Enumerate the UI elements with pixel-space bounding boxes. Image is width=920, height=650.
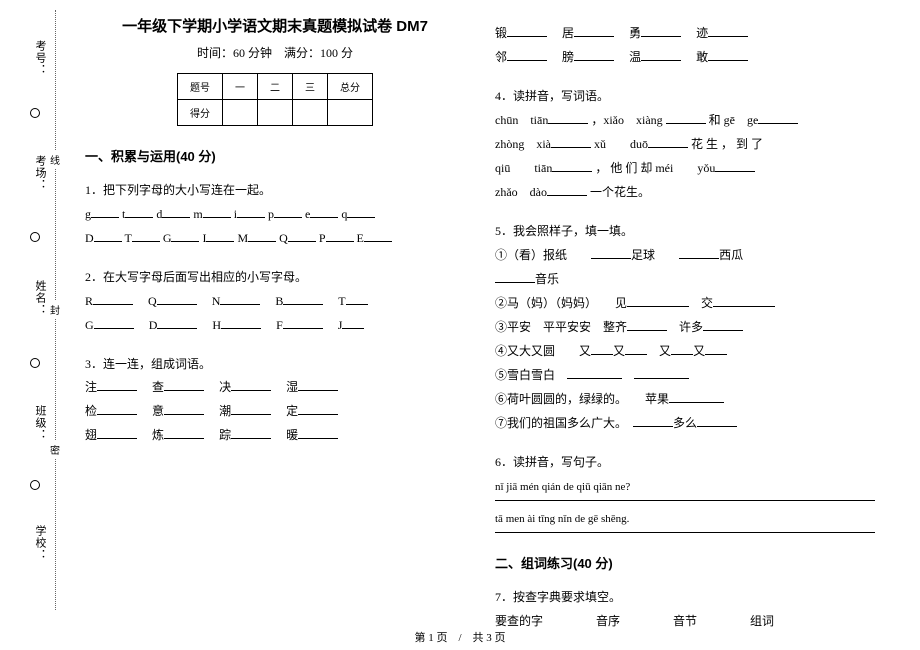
exam-subtitle: 时间：60 分钟 满分：100 分 [85, 44, 465, 61]
dot-label-2: 封 [50, 300, 60, 319]
q2-stem: 2．在大写字母后面写出相应的小写字母。 [85, 266, 465, 289]
th: 一 [223, 74, 258, 100]
q5-l5: ⑤雪白雪白 [495, 363, 875, 387]
td: 得分 [178, 100, 223, 126]
punch-hole-icon [30, 480, 40, 490]
table-row: 题号 一 二 三 总分 [178, 74, 373, 100]
th: 题号 [178, 74, 223, 100]
page-footer: 第 1 页 / 共 3 页 [0, 629, 920, 645]
q1-stem: 1．把下列字母的大小写连在一起。 [85, 179, 465, 202]
side-label-class: 班级： [32, 405, 48, 441]
q3-row3: 翅 炼 踪 暖 [85, 423, 465, 447]
q3-row4: 锻 居 勇 迹 [495, 21, 875, 45]
column-right: 锻 居 勇 迹 邻 膀 温 敢 4．读拼音，写词语。 chūn tiān ，xi… [480, 0, 890, 650]
q2-row2: G D H F J [85, 313, 465, 337]
column-left: 一年级下学期小学语文期末真题模拟试卷 DM7 时间：60 分钟 满分：100 分… [70, 0, 480, 650]
punch-hole-icon [30, 108, 40, 118]
q7-stem: 7．按查字典要求填空。 [495, 586, 875, 609]
side-label-school: 学校： [32, 525, 48, 561]
page-body: 一年级下学期小学语文期末真题模拟试卷 DM7 时间：60 分钟 满分：100 分… [70, 0, 910, 650]
q5-l6: ⑥荷叶圆圆的，绿绿的。 苹果 [495, 387, 875, 411]
q1-row-upper: D T G I M Q P E [85, 226, 465, 250]
q6-pinyin-2: tā men ài tīng nǐn de gē shēng. [495, 509, 875, 533]
q4-stem: 4．读拼音，写词语。 [495, 85, 875, 108]
dot-label-1: 线 [50, 150, 60, 169]
question-7: 7．按查字典要求填空。 要查的字 音序 音节 组词 [495, 586, 875, 633]
q5-l7: ⑦我们的祖国多么广大。 多么 [495, 411, 875, 435]
q4-l2: zhòng xià xǔ duō 花 生 ， 到 了 [495, 132, 875, 156]
td-blank [223, 100, 258, 126]
question-4: 4．读拼音，写词语。 chūn tiān ，xiǎo xiàng 和 gē ge… [495, 85, 875, 204]
q3-row2: 检 意 潮 定 [85, 399, 465, 423]
th: 三 [293, 74, 328, 100]
td-blank [293, 100, 328, 126]
q4-l3: qiū tiān ， 他 们 却 méi yǒu [495, 156, 875, 180]
q6-pinyin-1: nǐ jiā mén qián de qiū qiān ne? [495, 477, 875, 501]
th: 二 [258, 74, 293, 100]
side-label-name: 姓名： [32, 280, 48, 316]
question-2: 2．在大写字母后面写出相应的小写字母。 R Q N B T G D H F J [85, 266, 465, 337]
section-heading-1: 一、积累与运用(40 分) [85, 146, 465, 165]
q5-l4: ④又大又圆 又又 又又 [495, 339, 875, 363]
question-3-cont: 锻 居 勇 迹 邻 膀 温 敢 [495, 21, 875, 69]
table-row: 得分 [178, 100, 373, 126]
q4-l4: zhǎo dào 一个花生。 [495, 180, 875, 204]
q5-l3: ③平安 平平安安 整齐 许多 [495, 315, 875, 339]
side-label-room: 考场： [32, 155, 48, 191]
dot-label-3: 密 [50, 440, 60, 459]
side-label-examno: 考号： [32, 40, 48, 76]
section-heading-2: 二、组词练习(40 分) [495, 553, 875, 572]
question-3: 3．连一连，组成词语。 注 查 决 湿 检 意 潮 定 翅 炼 踪 暖 [85, 353, 465, 448]
q3-row5: 邻 膀 温 敢 [495, 45, 875, 69]
td-blank [328, 100, 373, 126]
th: 总分 [328, 74, 373, 100]
q3-stem: 3．连一连，组成词语。 [85, 353, 465, 376]
q5-l1: ①（看）报纸 足球 西瓜 音乐 [495, 243, 875, 291]
td-blank [258, 100, 293, 126]
q6-stem: 6．读拼音，写句子。 [495, 451, 875, 474]
question-5: 5．我会照样子，填一填。 ①（看）报纸 足球 西瓜 音乐 ②马（妈）（妈妈） 见… [495, 220, 875, 435]
q1-row-lower: g t d m i p e q [85, 202, 465, 226]
question-6: 6．读拼音，写句子。 nǐ jiā mén qián de qiū qiān n… [495, 451, 875, 534]
q5-l2: ②马（妈）（妈妈） 见 交 [495, 291, 875, 315]
exam-title: 一年级下学期小学语文期末真题模拟试卷 DM7 [85, 15, 465, 36]
question-1: 1．把下列字母的大小写连在一起。 g t d m i p e q D T G I… [85, 179, 465, 250]
q4-l1: chūn tiān ，xiǎo xiàng 和 gē ge [495, 108, 875, 132]
score-table: 题号 一 二 三 总分 得分 [177, 73, 373, 126]
binding-sidebar: 线 封 密 考号： 考场： 姓名： 班级： 学校： [0, 0, 60, 620]
punch-hole-icon [30, 232, 40, 242]
q3-row1: 注 查 决 湿 [85, 375, 465, 399]
punch-hole-icon [30, 358, 40, 368]
q5-stem: 5．我会照样子，填一填。 [495, 220, 875, 243]
q2-row1: R Q N B T [85, 289, 465, 313]
